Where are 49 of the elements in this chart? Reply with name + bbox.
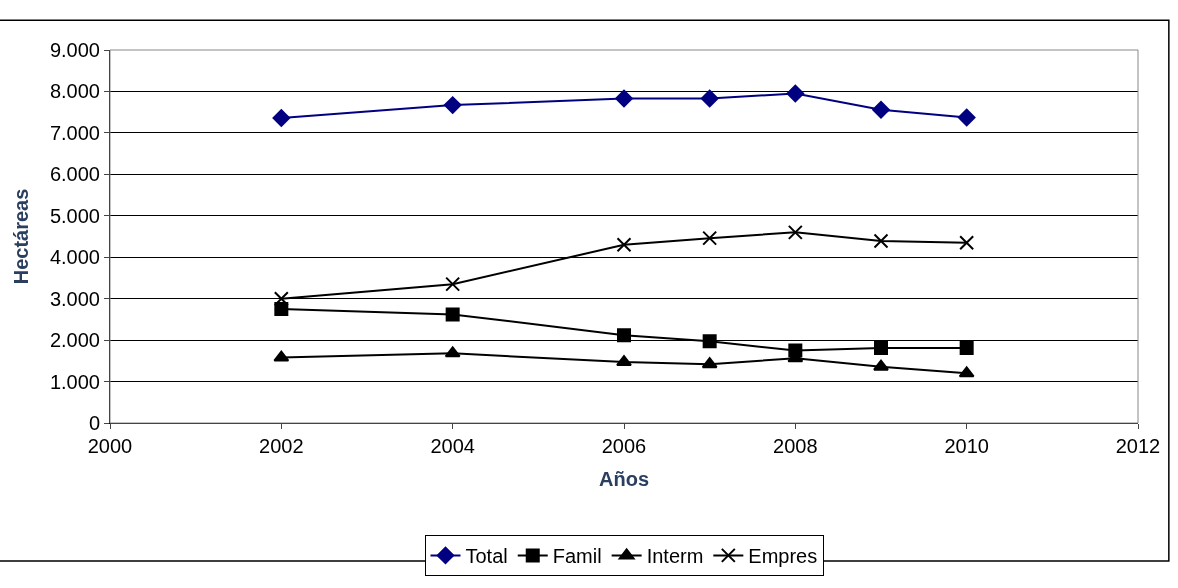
point	[617, 328, 631, 343]
point	[874, 340, 888, 355]
point	[959, 235, 975, 251]
legend-label: Total	[465, 545, 508, 568]
y-tick-label: 1.000	[49, 370, 100, 393]
y-tick-label: 0	[88, 412, 100, 434]
x-tick-label: 2006	[601, 435, 647, 457]
y-tick-label: 5.000	[49, 204, 100, 227]
point	[274, 302, 289, 317]
y-tick-label: 3.000	[49, 287, 100, 310]
point	[616, 355, 632, 367]
point	[444, 346, 461, 358]
x-tick-label: 2012	[1115, 435, 1161, 457]
x-tick-label: 2004	[430, 435, 475, 457]
point	[702, 334, 717, 349]
legend-label: Empres	[748, 545, 818, 568]
point	[959, 340, 974, 355]
point	[445, 307, 460, 322]
x-tick-label: 2008	[773, 435, 818, 457]
point	[957, 108, 976, 127]
point	[445, 276, 461, 292]
point	[872, 100, 890, 119]
legend-label: Interm	[646, 545, 704, 568]
y-tick-label: 2.000	[49, 329, 100, 352]
x-tick-label: 2002	[259, 435, 304, 457]
point	[958, 366, 975, 378]
y-tick-label: 8.000	[49, 80, 100, 103]
x-tick-label: 2000	[87, 435, 133, 457]
point	[272, 109, 291, 127]
point	[701, 357, 718, 369]
point	[787, 224, 803, 240]
point	[786, 84, 805, 103]
point	[702, 230, 718, 246]
legend-label: Famil	[552, 545, 602, 568]
y-axis-title: Hectáreas	[10, 188, 33, 285]
point	[615, 89, 633, 108]
y-tick-label: 9.000	[49, 39, 100, 61]
point	[443, 96, 462, 114]
point	[616, 237, 632, 253]
x-axis-title: Años	[599, 467, 649, 490]
y-tick-label: 7.000	[49, 121, 100, 144]
point	[873, 359, 889, 371]
point	[873, 233, 889, 249]
point	[273, 291, 289, 307]
x-tick-label: 2010	[944, 435, 989, 457]
point	[273, 350, 290, 362]
point	[700, 89, 719, 108]
y-tick-label: 4.000	[49, 246, 100, 269]
y-tick-label: 6.000	[49, 163, 100, 186]
